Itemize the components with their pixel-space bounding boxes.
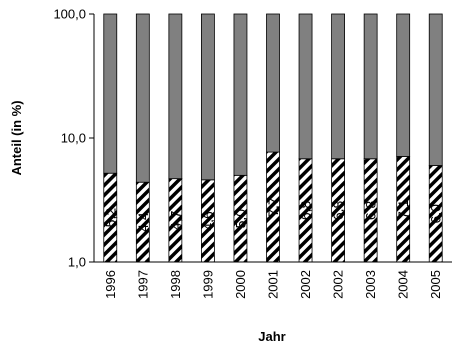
bar-segment-grey-2003-8 [363,13,378,160]
bar-segment-grey-1999-3 [201,13,215,181]
axes-group: 1996 1997 1998 1999 2000 2001 2002 2002 2003 2004… [53,7,452,299]
data-label-2002-7: 6,8 [330,200,346,220]
bar-segment-grey-2002-6 [298,13,313,160]
x-tick-label-8: 2003 [363,270,378,299]
x-tick-label-2: 1998 [168,270,183,299]
x-tick-label-1: 1997 [135,270,150,299]
x-tick-label-5: 2001 [266,270,281,299]
data-label-1996-0: 5,2 [102,208,118,228]
data-label-2003-8: 6,8 [363,200,379,220]
data-label-1997-1: 4,4 [135,212,151,232]
bar-segment-grey-1998-2 [168,13,183,180]
data-label-1999-3: 4,6 [200,211,216,231]
data-labels-group: 5,2 4,4 4,7 4,6 5,0 7,7 6,8 6,8 6,8 7,1 6,0 [102,197,443,232]
data-label-2001-5: 7,7 [265,197,281,217]
bars-group [103,13,443,263]
y-axis-title: Anteil (in %) [9,100,24,175]
y-tick-label-0: 1,0 [68,255,86,270]
bar-segment-grey-2000-4 [233,13,248,176]
bar-segment-grey-2002-7 [331,13,345,160]
x-tick-label-0: 1996 [103,270,118,299]
x-tick-label-10: 2005 [428,270,443,299]
data-label-2000-4: 5,0 [232,209,248,229]
x-tick-label-6: 2002 [298,270,313,299]
data-label-1998-2: 4,7 [167,210,183,230]
data-label-2002-6: 6,8 [298,200,314,220]
x-tick-label-9: 2004 [396,270,411,299]
y-tick-label-1: 10,0 [61,131,86,146]
bar-segment-grey-2005-10 [428,13,443,166]
bar-segment-grey-1997-1 [135,13,150,183]
x-tick-label-7: 2002 [331,270,346,299]
x-tick-label-3: 1999 [200,270,215,299]
x-tick-label-4: 2000 [233,270,248,299]
bar-segment-grey-2001-5 [266,13,280,153]
y-tick-label-2: 100,0 [53,7,86,22]
data-label-2004-9: 7,1 [395,199,411,219]
x-axis-title: Jahr [258,329,285,344]
bar-segment-grey-1996-0 [103,13,118,174]
data-label-2005-10: 6,0 [428,204,444,224]
bar-segment-grey-2004-9 [396,13,411,157]
